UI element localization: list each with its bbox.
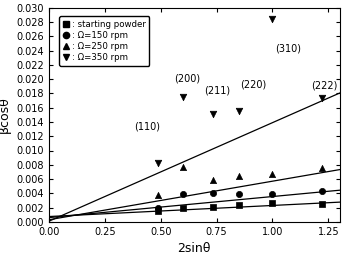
Point <box>236 174 241 178</box>
Point <box>270 172 275 176</box>
Point <box>180 192 186 196</box>
Point <box>236 109 241 113</box>
Text: (211): (211) <box>204 86 230 95</box>
Point <box>270 192 275 196</box>
Point <box>210 178 216 182</box>
Point <box>236 203 241 207</box>
Text: (110): (110) <box>134 121 160 131</box>
Legend: : starting powder, : Ω=150 rpm, : Ω=250 rpm, : Ω=350 rpm: : starting powder, : Ω=150 rpm, : Ω=250 … <box>59 16 149 66</box>
Point <box>156 206 161 210</box>
Point <box>319 189 325 193</box>
Point <box>236 192 241 196</box>
Point <box>210 191 216 195</box>
Point <box>156 160 161 165</box>
Point <box>210 112 216 116</box>
Text: (200): (200) <box>174 74 200 83</box>
Text: (220): (220) <box>240 79 266 89</box>
Text: (222): (222) <box>312 80 338 91</box>
Y-axis label: βcosθ: βcosθ <box>0 96 11 133</box>
Point <box>180 165 186 169</box>
Text: (310): (310) <box>275 43 301 53</box>
X-axis label: 2sinθ: 2sinθ <box>177 242 211 255</box>
Point <box>319 166 325 170</box>
Point <box>156 194 161 198</box>
Point <box>210 205 216 209</box>
Point <box>319 202 325 206</box>
Point <box>180 95 186 99</box>
Point <box>270 17 275 21</box>
Point <box>156 209 161 213</box>
Point <box>180 206 186 210</box>
Point <box>319 96 325 100</box>
Point <box>270 201 275 205</box>
